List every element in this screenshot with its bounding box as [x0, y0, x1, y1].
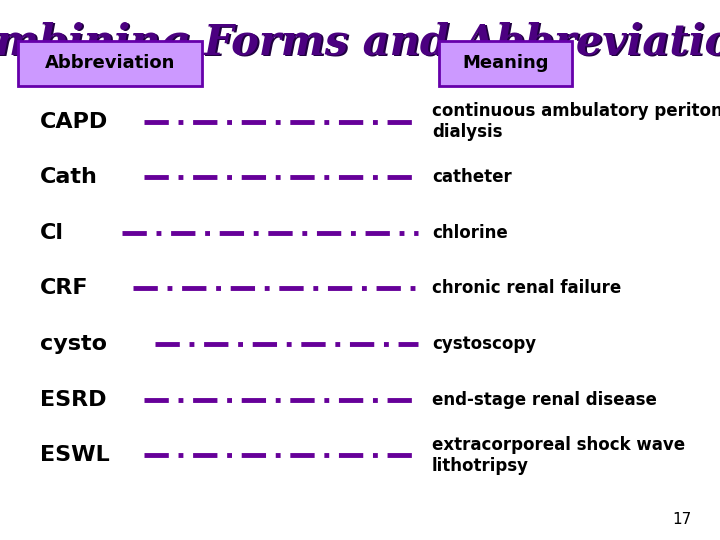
Text: continuous ambulatory peritoneal
dialysis: continuous ambulatory peritoneal dialysi…: [432, 102, 720, 141]
Text: Combining Forms and Abbreviations: Combining Forms and Abbreviations: [0, 23, 720, 65]
Text: 17: 17: [672, 511, 691, 526]
Text: Meaning: Meaning: [462, 55, 549, 72]
Text: Combining Forms and Abbreviations: Combining Forms and Abbreviations: [0, 22, 720, 64]
Text: Cath: Cath: [40, 167, 97, 187]
Text: ESWL: ESWL: [40, 445, 109, 465]
Text: ESRD: ESRD: [40, 389, 106, 410]
Text: Cl: Cl: [40, 222, 63, 243]
FancyBboxPatch shape: [18, 40, 202, 86]
Text: cystoscopy: cystoscopy: [432, 335, 536, 353]
FancyBboxPatch shape: [439, 40, 572, 86]
Text: chlorine: chlorine: [432, 224, 508, 242]
Text: cysto: cysto: [40, 334, 107, 354]
Text: CRF: CRF: [40, 278, 88, 299]
Text: chronic renal failure: chronic renal failure: [432, 279, 621, 298]
Text: catheter: catheter: [432, 168, 512, 186]
Text: extracorporeal shock wave
lithotripsy: extracorporeal shock wave lithotripsy: [432, 436, 685, 475]
Text: Abbreviation: Abbreviation: [45, 55, 175, 72]
Text: CAPD: CAPD: [40, 111, 108, 132]
Text: end-stage renal disease: end-stage renal disease: [432, 390, 657, 409]
